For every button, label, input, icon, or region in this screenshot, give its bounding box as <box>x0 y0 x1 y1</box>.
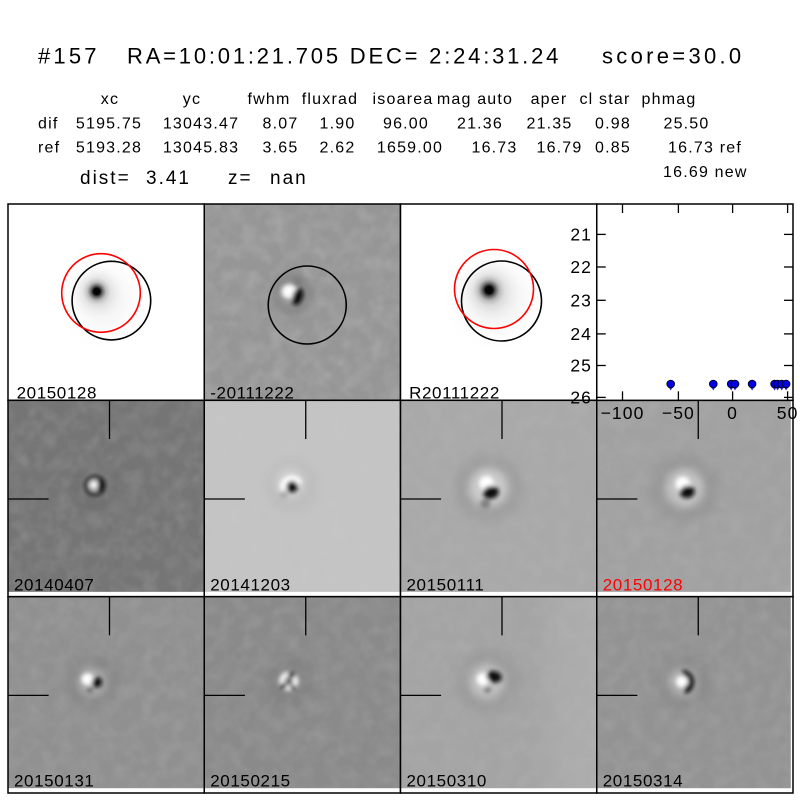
svg-text:21.35: 21.35 <box>526 116 572 133</box>
svg-text:20150310: 20150310 <box>407 772 487 791</box>
svg-text:13045.83: 13045.83 <box>163 140 239 157</box>
svg-text:23: 23 <box>570 291 592 311</box>
svg-text:-20111222: -20111222 <box>210 384 294 403</box>
svg-text:phmag: phmag <box>642 91 697 108</box>
svg-text:0.98: 0.98 <box>595 116 631 133</box>
svg-text:ref: ref <box>38 140 60 157</box>
svg-text:3.41: 3.41 <box>146 168 191 189</box>
svg-text:13043.47: 13043.47 <box>163 116 239 133</box>
svg-text:RA=10:01:21.705 DEC= 2:24:31.2: RA=10:01:21.705 DEC= 2:24:31.24 <box>127 44 561 69</box>
svg-text:5195.75: 5195.75 <box>76 116 142 133</box>
svg-text:fwhm: fwhm <box>247 91 290 108</box>
svg-text:16.79: 16.79 <box>536 140 582 157</box>
svg-text:isoarea: isoarea <box>373 91 434 108</box>
svg-text:−50: −50 <box>662 403 695 423</box>
svg-text:20150131: 20150131 <box>14 772 94 791</box>
svg-text:mag auto: mag auto <box>437 91 513 108</box>
svg-text:dif: dif <box>38 116 59 133</box>
svg-text:R20111222: R20111222 <box>409 384 500 403</box>
svg-text:xc: xc <box>101 91 119 108</box>
svg-text:dist=: dist= <box>80 168 131 189</box>
svg-text:96.00: 96.00 <box>383 116 429 133</box>
svg-text:21.36: 21.36 <box>457 116 503 133</box>
svg-text:8.07: 8.07 <box>263 116 299 133</box>
svg-text:16.73: 16.73 <box>471 140 517 157</box>
svg-text:26: 26 <box>570 388 592 408</box>
svg-text:cl star: cl star <box>579 91 630 108</box>
svg-text:1.90: 1.90 <box>320 116 356 133</box>
svg-text:nan: nan <box>270 168 308 189</box>
svg-text:aper: aper <box>531 91 568 108</box>
svg-text:1659.00: 1659.00 <box>377 140 443 157</box>
svg-text:20150215: 20150215 <box>210 772 290 791</box>
svg-text:0.85: 0.85 <box>595 140 631 157</box>
svg-text:25: 25 <box>570 356 592 376</box>
svg-text:21: 21 <box>570 225 592 245</box>
svg-text:−100: −100 <box>601 403 645 423</box>
svg-text:#157: #157 <box>38 44 100 69</box>
svg-text:50: 50 <box>777 403 799 423</box>
svg-text:2.62: 2.62 <box>320 140 356 157</box>
svg-text:20141203: 20141203 <box>210 575 290 594</box>
svg-text:fluxrad: fluxrad <box>302 91 358 108</box>
svg-text:20140407: 20140407 <box>14 575 94 594</box>
svg-text:16.69 new: 16.69 new <box>663 164 748 181</box>
svg-text:24: 24 <box>570 324 592 344</box>
svg-text:score=30.0: score=30.0 <box>602 44 744 69</box>
svg-text:22: 22 <box>570 257 592 277</box>
svg-text:20150111: 20150111 <box>407 575 485 594</box>
svg-text:3.65: 3.65 <box>263 140 299 157</box>
svg-text:5193.28: 5193.28 <box>76 140 142 157</box>
svg-text:25.50: 25.50 <box>663 116 709 133</box>
svg-text:16.73 ref: 16.73 ref <box>668 140 742 157</box>
svg-text:yc: yc <box>183 91 201 108</box>
svg-text:20150128: 20150128 <box>603 575 683 594</box>
svg-text:20150128: 20150128 <box>17 384 97 403</box>
svg-text:z=: z= <box>228 168 253 189</box>
svg-text:0: 0 <box>727 403 738 423</box>
svg-text:20150314: 20150314 <box>603 772 683 791</box>
